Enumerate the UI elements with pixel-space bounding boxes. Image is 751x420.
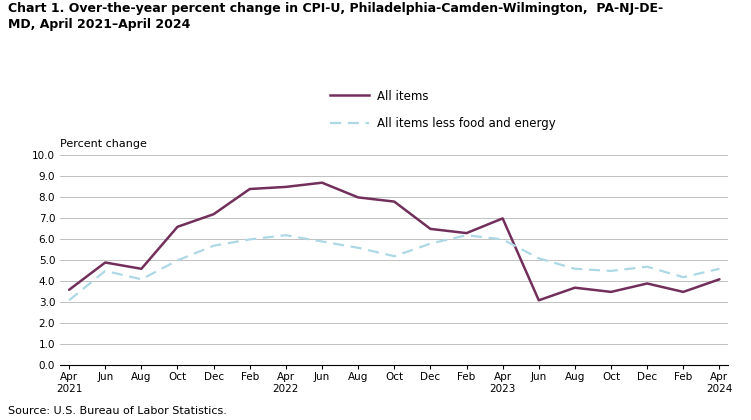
Text: All items less food and energy: All items less food and energy — [377, 117, 556, 130]
Text: Chart 1. Over-the-year percent change in CPI-U, Philadelphia-Camden-Wilmington, : Chart 1. Over-the-year percent change in… — [8, 2, 662, 31]
Text: Source: U.S. Bureau of Labor Statistics.: Source: U.S. Bureau of Labor Statistics. — [8, 406, 226, 416]
Text: Percent change: Percent change — [60, 139, 147, 149]
Text: All items: All items — [377, 90, 429, 103]
